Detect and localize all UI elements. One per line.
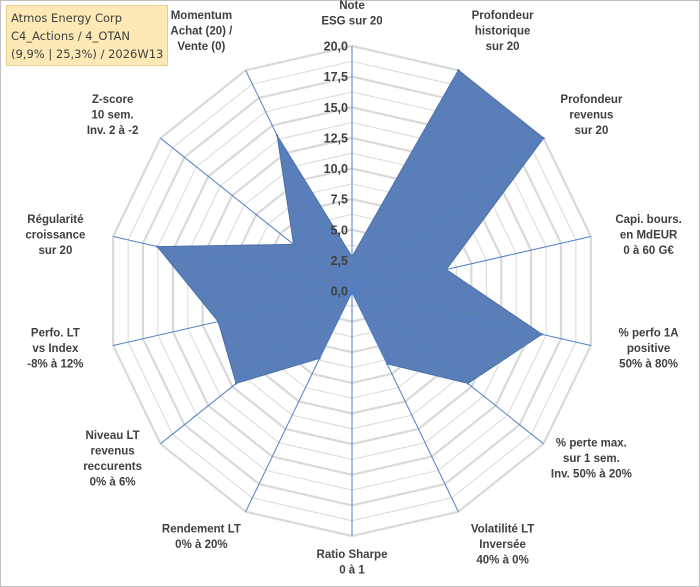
axis-label-line: Achat (20) / xyxy=(170,25,233,37)
axis-label-line: Inv. 2 à -2 xyxy=(87,125,139,137)
axis-label: Volatilité LT Inversée 40% à 0% xyxy=(471,524,534,567)
axis-label: Rendement LT 0% à 20% xyxy=(162,524,241,552)
axis-label-line: sur 20 xyxy=(574,125,608,137)
axis-label-line: Vente (0) xyxy=(177,41,225,53)
tick-label: 2,5 xyxy=(331,254,348,268)
axis-label-line: Capi. bours. xyxy=(615,214,681,226)
axis-spoke xyxy=(112,290,353,346)
axis-label-line: -8% à 12% xyxy=(27,359,83,371)
axis-label-line: Profondeur xyxy=(472,10,534,22)
axis-label: Ratio Sharpe 0 à 1 xyxy=(317,549,388,577)
tick-label: 0,0 xyxy=(331,285,348,299)
tick-label: 10,0 xyxy=(324,162,348,176)
axis-label-line: positive xyxy=(627,343,670,355)
tick-label: 12,5 xyxy=(324,131,348,145)
axis-label-line: revenus xyxy=(91,446,135,458)
tick-label: 17,5 xyxy=(324,70,348,84)
axis-label-line: % perte max. xyxy=(556,438,627,450)
axis-label: Perfo. LT vs Index -8% à 12% xyxy=(27,328,83,371)
axis-spoke xyxy=(112,236,353,292)
axis-label-line: en MdEUR xyxy=(620,230,678,242)
period-label: (9,9% | 25,3%) / 2026W13 xyxy=(11,47,164,61)
portfolio-label: C4_Actions / 4_OTAN xyxy=(11,29,131,43)
axis-label-line: Momentum xyxy=(171,10,232,22)
axis-label-line: Z-score xyxy=(92,94,134,106)
axis-spoke xyxy=(245,70,353,292)
axis-label-line: croissance xyxy=(25,230,85,242)
spoke-layer xyxy=(112,46,592,536)
axis-label-line: Rendement LT xyxy=(162,524,241,536)
axis-label-line: Régularité xyxy=(27,214,83,226)
axis-label-line: Ratio Sharpe xyxy=(317,549,388,561)
axis-label-line: 10 sem. xyxy=(91,109,133,121)
axis-label-line: 40% à 0% xyxy=(476,555,528,567)
axis-spoke xyxy=(160,290,353,445)
axis-spoke xyxy=(160,137,353,292)
tick-label: 20,0 xyxy=(324,40,348,54)
axis-label-line: 0 à 60 G€ xyxy=(623,245,674,257)
axis-label-line: Note xyxy=(339,0,365,12)
axis-label-line: historique xyxy=(475,25,531,37)
axis-label: Z-score 10 sem. Inv. 2 à -2 xyxy=(87,94,139,137)
axis-label: Momentum Achat (20) / Vente (0) xyxy=(170,10,233,53)
axis-label-line: % perfo 1A xyxy=(619,328,679,340)
axis-label-line: revenus xyxy=(569,109,613,121)
axis-label-line: 0% à 6% xyxy=(90,477,136,489)
tick-label: 7,5 xyxy=(331,193,348,207)
axis-label-line: sur 1 sem. xyxy=(563,453,620,465)
axis-label-line: 0 à 1 xyxy=(339,565,365,577)
axis-spoke xyxy=(351,70,459,292)
company-name: Atmos Energy Corp xyxy=(11,11,123,25)
axis-label-line: reccurents xyxy=(83,461,142,473)
info-box: Atmos Energy Corp C4_Actions / 4_OTAN (9… xyxy=(6,5,168,66)
axis-label: Capi. bours. en MdEUR 0 à 60 G€ xyxy=(615,214,681,257)
axis-label-line: Inversée xyxy=(479,539,526,551)
axis-label-line: Niveau LT xyxy=(86,430,140,442)
axis-label-line: 50% à 80% xyxy=(619,359,678,371)
axis-spoke xyxy=(245,290,353,512)
axis-label: Profondeur historique sur 20 xyxy=(472,10,534,53)
axis-spoke xyxy=(351,137,544,292)
axis-label-line: 0% à 20% xyxy=(175,539,227,551)
axis-label-layer: Note ESG sur 20 Profondeur historique sur 20… xyxy=(25,0,681,577)
tick-label-layer: 0,0 2,5 5,0 7,5 10,0 12,5 15,0 17,5 20,0 xyxy=(324,40,348,299)
axis-label-line: Perfo. LT xyxy=(31,328,80,340)
tick-label: 5,0 xyxy=(331,223,348,237)
tick-label: 15,0 xyxy=(324,101,348,115)
axis-label-line: sur 20 xyxy=(38,245,72,257)
axis-label: Niveau LT revenus reccurents 0% à 6% xyxy=(83,430,142,489)
axis-label-line: sur 20 xyxy=(486,41,520,53)
axis-label: % perte max. sur 1 sem. Inv. 50% à 20% xyxy=(551,438,632,481)
axis-label-line: Inv. 50% à 20% xyxy=(551,469,632,481)
axis-label: Note ESG sur 20 xyxy=(321,0,382,28)
axis-label-line: vs Index xyxy=(32,343,79,355)
axis-spoke xyxy=(351,290,459,512)
axis-spoke xyxy=(351,236,592,292)
axis-spoke xyxy=(351,290,544,445)
axis-label: Profondeur revenus sur 20 xyxy=(560,94,622,137)
axis-label-line: Profondeur xyxy=(560,94,622,106)
axis-label-line: Volatilité LT xyxy=(471,524,534,536)
axis-label: % perfo 1A positive 50% à 80% xyxy=(619,328,679,371)
axis-spoke xyxy=(351,290,592,346)
axis-label: Régularité croissance sur 20 xyxy=(25,214,85,257)
axis-label-line: ESG sur 20 xyxy=(321,16,382,28)
